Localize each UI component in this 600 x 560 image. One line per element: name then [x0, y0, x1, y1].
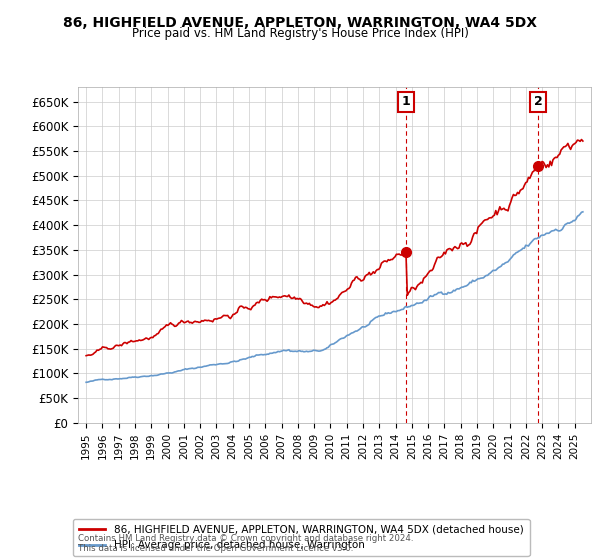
Text: Price paid vs. HM Land Registry's House Price Index (HPI): Price paid vs. HM Land Registry's House …	[131, 27, 469, 40]
Text: 2: 2	[533, 95, 542, 109]
Text: Contains HM Land Registry data © Crown copyright and database right 2024.
This d: Contains HM Land Registry data © Crown c…	[78, 534, 413, 553]
Text: 1: 1	[401, 95, 410, 109]
Text: 86, HIGHFIELD AVENUE, APPLETON, WARRINGTON, WA4 5DX: 86, HIGHFIELD AVENUE, APPLETON, WARRINGT…	[63, 16, 537, 30]
Legend: 86, HIGHFIELD AVENUE, APPLETON, WARRINGTON, WA4 5DX (detached house), HPI: Avera: 86, HIGHFIELD AVENUE, APPLETON, WARRINGT…	[73, 519, 530, 557]
